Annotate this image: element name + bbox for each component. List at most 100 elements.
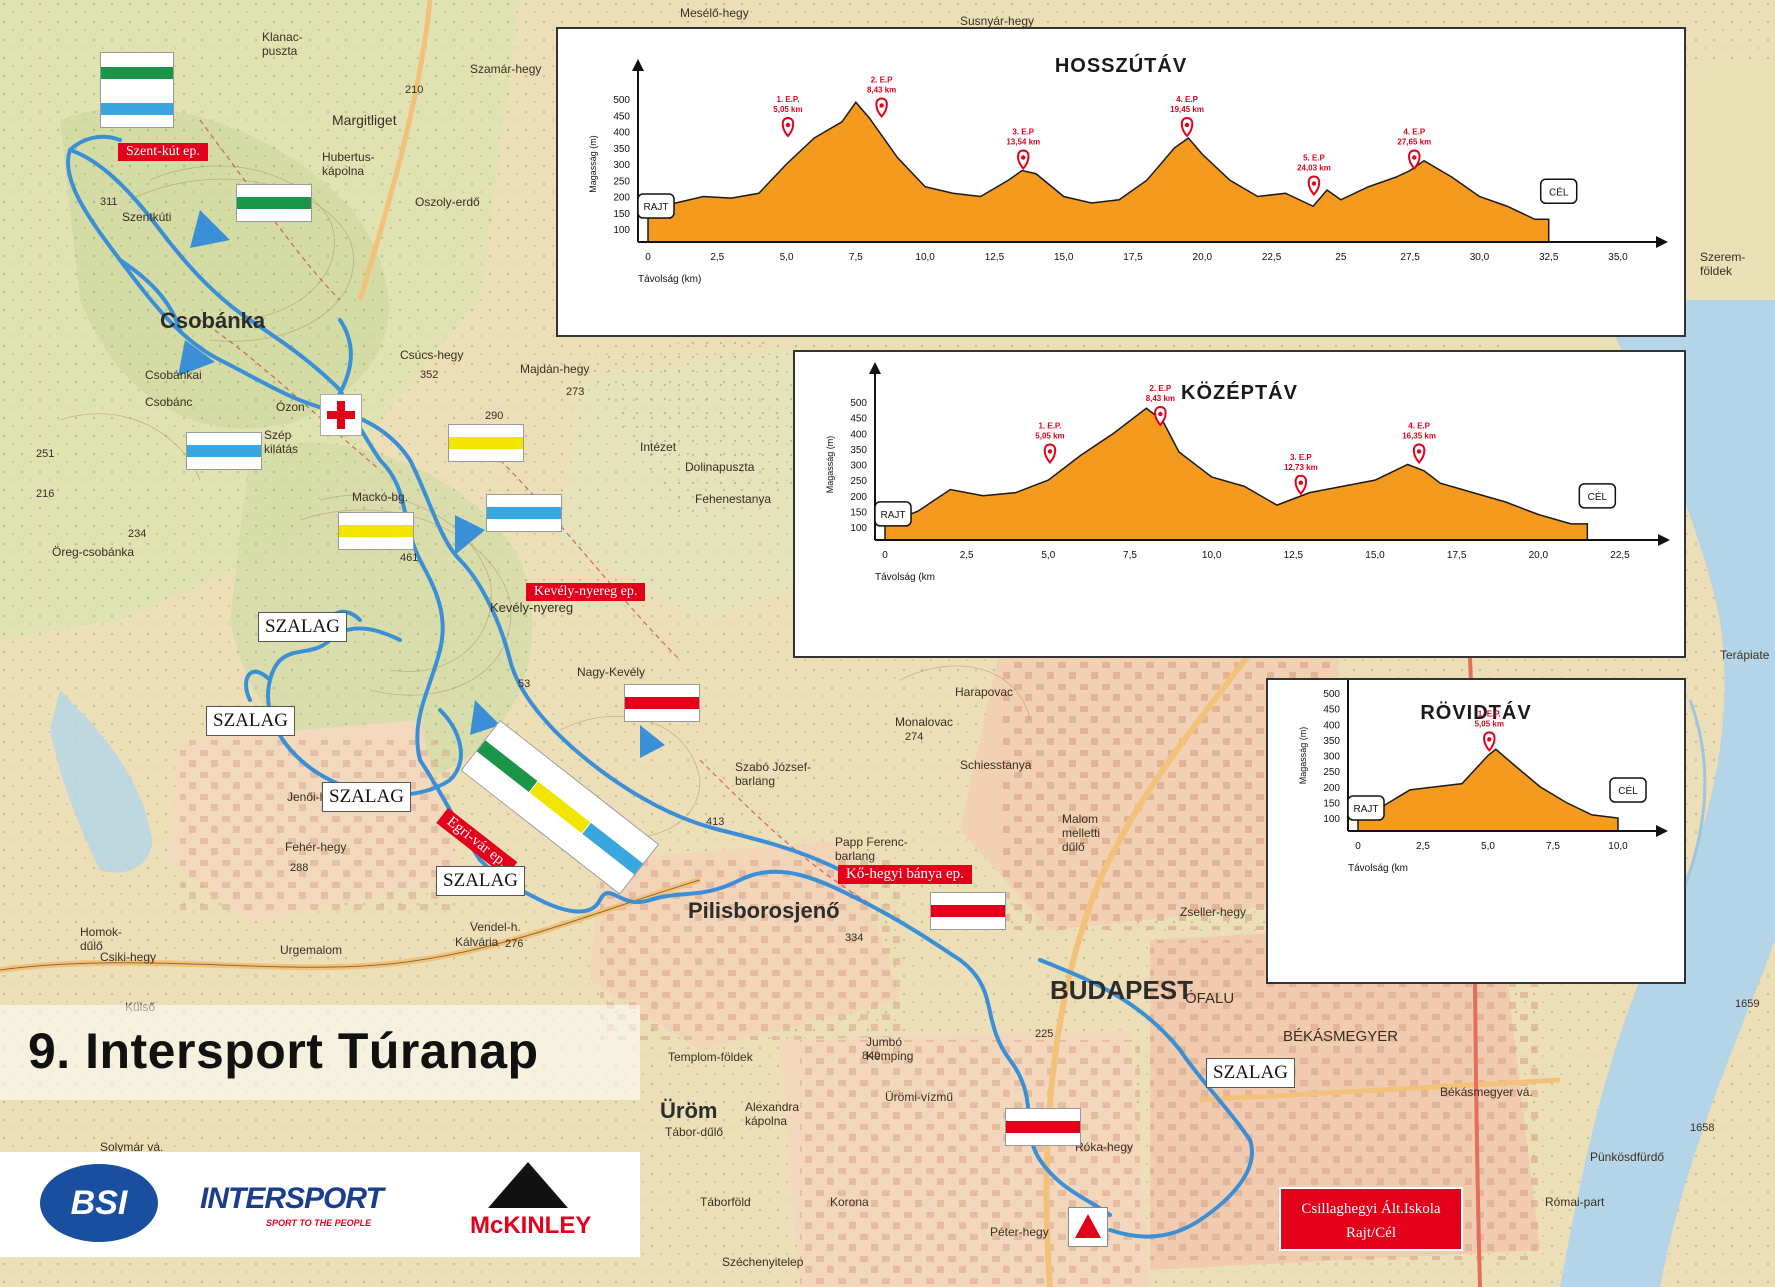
checkpoint-distance: 27,65 km bbox=[1397, 138, 1431, 147]
place-label: Templom-földek bbox=[668, 1050, 753, 1064]
profile-panel-kozeptav: KÖZÉPTÁV 500 450 400 350 300 250 200 150 100 0 2,5… bbox=[793, 350, 1686, 658]
y-tick-label: 200 bbox=[1323, 783, 1340, 794]
finish-marker bbox=[1539, 178, 1578, 204]
place-label: Péter-hegy bbox=[990, 1225, 1049, 1239]
place-label: Róka-hegy bbox=[1075, 1140, 1134, 1154]
x-tick-label: 7,5 bbox=[1123, 550, 1137, 561]
checkpoint-label: 1. E.P. bbox=[1038, 422, 1061, 431]
intersport-tagline: SPORT TO THE PEOPLE bbox=[266, 1218, 372, 1228]
spot-height: 461 bbox=[400, 552, 419, 564]
place-label: Margitliget bbox=[332, 112, 397, 128]
place-label: Susnyár-hegy bbox=[960, 14, 1035, 28]
place-label: Csobánc bbox=[145, 395, 193, 409]
x-tick-label: 7,5 bbox=[1546, 841, 1560, 852]
elevation-area bbox=[1357, 748, 1619, 832]
checkpoint-distance: 24,03 km bbox=[1297, 164, 1331, 173]
checkpoint-label: 1. E.P. bbox=[1478, 709, 1501, 718]
y-tick-label: 300 bbox=[1323, 752, 1340, 763]
y-axis-arrow bbox=[869, 362, 881, 374]
checkpoint-pin-dot bbox=[1416, 449, 1422, 454]
spot-height: 352 bbox=[420, 369, 439, 381]
x-tick-label: 20,0 bbox=[1529, 550, 1549, 561]
y-tick-label: 200 bbox=[850, 492, 867, 503]
checkpoint-distance: 5,05 km bbox=[1035, 432, 1064, 441]
place-label: Jenői-h. bbox=[287, 790, 330, 804]
x-axis-arrow bbox=[1656, 236, 1668, 248]
place-label: Szamár-hegy bbox=[470, 62, 542, 76]
x-tick-label: 17,5 bbox=[1123, 252, 1143, 263]
x-tick-label: 30,0 bbox=[1470, 252, 1490, 263]
place-label: Mesélő-hegy bbox=[680, 6, 749, 20]
x-tick-label: 5,0 bbox=[780, 252, 794, 263]
start-marker bbox=[874, 501, 912, 527]
place-label: Fehenestanya bbox=[695, 492, 772, 506]
profile-title: HOSSZÚTÁV bbox=[1054, 55, 1188, 77]
trail-mark-yellow bbox=[338, 512, 414, 550]
szalag-marker: SZALAG bbox=[436, 866, 525, 896]
place-label: Oszoly-erdő bbox=[415, 195, 480, 209]
x-axis-label: Távolság (km bbox=[1348, 863, 1408, 874]
checkpoint-label-kevely: Kevély-nyereg ep. bbox=[526, 583, 646, 601]
spot-height: 288 bbox=[290, 862, 309, 874]
profile-title: KÖZÉPTÁV bbox=[1181, 382, 1298, 404]
y-tick-label: 500 bbox=[613, 95, 630, 106]
checkpoint-pin-dot bbox=[1311, 181, 1317, 186]
place-label: Harapovac bbox=[955, 685, 1014, 699]
spot-height: 274 bbox=[905, 731, 924, 743]
x-tick-label: 0 bbox=[645, 252, 651, 263]
place-label: BÉKÁSMEGYER bbox=[1283, 1028, 1399, 1045]
x-tick-label: 22,5 bbox=[1610, 550, 1630, 561]
checkpoint-distance: 13,54 km bbox=[1006, 138, 1040, 147]
y-tick-label: 450 bbox=[613, 111, 630, 122]
x-axis-arrow bbox=[1658, 534, 1670, 546]
sponsor-logo-bar: BSI INTERSPORT SPORT TO THE PEOPLE McKIN… bbox=[0, 1152, 640, 1257]
y-tick-label: 250 bbox=[1323, 767, 1340, 778]
x-tick-label: 0 bbox=[1355, 841, 1361, 852]
event-title: 9. Intersport Túranap bbox=[28, 1023, 539, 1079]
elevation-area bbox=[647, 101, 1550, 243]
x-tick-label: 22,5 bbox=[1262, 252, 1282, 263]
y-tick-label: 500 bbox=[1323, 689, 1340, 700]
checkpoint-pin-dot bbox=[879, 103, 884, 108]
y-tick-label: 250 bbox=[850, 476, 867, 487]
place-label: Pilisborosjenő bbox=[688, 898, 840, 923]
x-tick-label: 25 bbox=[1335, 252, 1347, 263]
place-label: Schiesstanya bbox=[960, 758, 1032, 772]
place-label: Táborföld bbox=[700, 1195, 751, 1209]
y-tick-label: 150 bbox=[850, 507, 867, 518]
checkpoint-label: 5. E.P bbox=[1303, 154, 1325, 163]
trail-mark-green bbox=[236, 184, 312, 222]
place-label: Terápiate bbox=[1720, 648, 1770, 662]
place-label: Nagy-Kevély bbox=[577, 665, 646, 679]
x-tick-label: 2,5 bbox=[1416, 841, 1430, 852]
x-tick-label: 15,0 bbox=[1365, 550, 1385, 561]
place-label: Korona bbox=[830, 1195, 869, 1209]
trail-mark-red bbox=[1005, 1108, 1081, 1146]
checkpoint-label: 1. E.P. bbox=[776, 95, 799, 104]
place-label: Csúcs-hegy bbox=[400, 348, 464, 362]
trail-mark-blue bbox=[186, 432, 262, 470]
checkpoint-pin-dot bbox=[1021, 155, 1026, 160]
mckinley-mountain-icon bbox=[488, 1162, 568, 1208]
x-tick-label: 27,5 bbox=[1400, 252, 1420, 263]
y-axis-label: Magasság (m) bbox=[1298, 727, 1308, 785]
mckinley-logo: McKINLEY bbox=[470, 1212, 592, 1239]
checkpoint-label: 3. E.P bbox=[1290, 453, 1312, 462]
checkpoint-label: 2. E.P bbox=[1149, 384, 1171, 393]
y-tick-label: 100 bbox=[1323, 814, 1340, 825]
place-label: Dolinapuszta bbox=[685, 460, 755, 474]
place-label: Széchenyitelep bbox=[722, 1255, 804, 1269]
trail-mark-red bbox=[930, 892, 1006, 930]
checkpoint-pin-dot bbox=[1412, 155, 1417, 160]
place-label: Majdán-hegy bbox=[520, 362, 590, 376]
place-label: Szép kilátás bbox=[264, 428, 299, 456]
direction-arrow bbox=[470, 700, 500, 735]
place-label: Üröm bbox=[660, 1098, 718, 1123]
intersport-logo: INTERSPORT bbox=[200, 1182, 384, 1215]
y-tick-label: 150 bbox=[613, 209, 630, 220]
direction-arrow bbox=[178, 340, 215, 376]
y-tick-label: 100 bbox=[850, 523, 867, 534]
finish-marker bbox=[1609, 777, 1647, 803]
place-label: Hubertus- kápolna bbox=[322, 150, 375, 178]
szalag-marker: SZALAG bbox=[258, 612, 347, 642]
